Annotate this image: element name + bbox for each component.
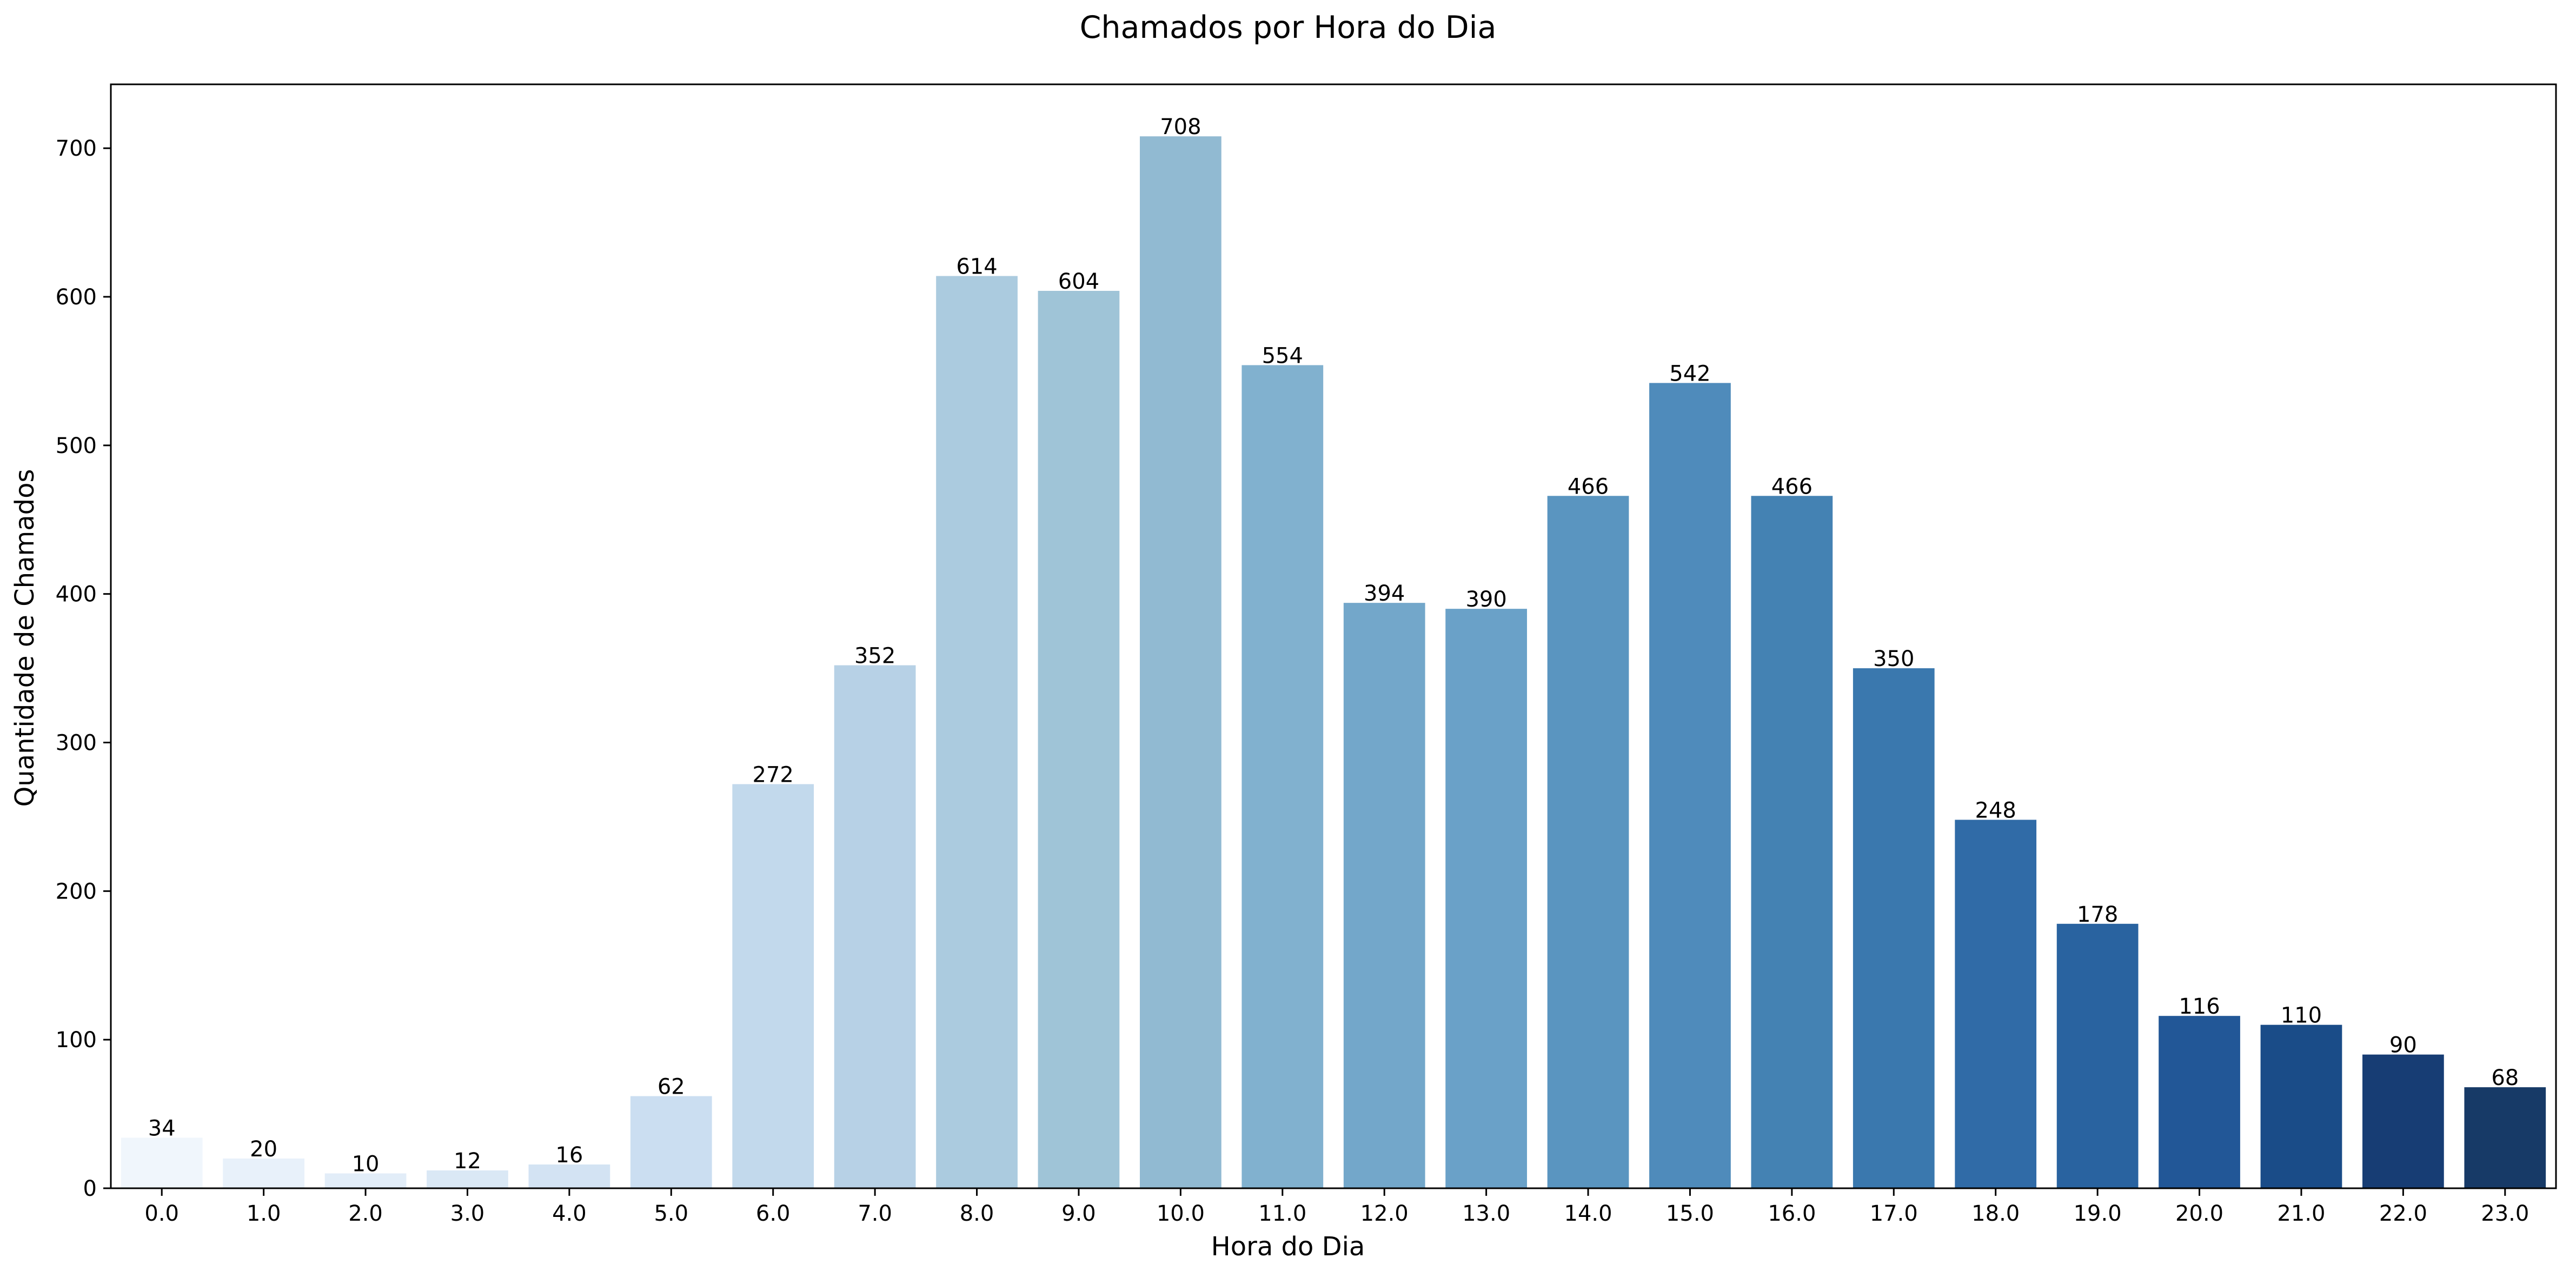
x-tick-label-6.0: 6.0: [756, 1201, 791, 1226]
bar-4.0: [528, 1164, 610, 1188]
data-label-12.0: 394: [1364, 581, 1405, 606]
bar-11.0: [1241, 365, 1324, 1188]
bar-10.0: [1140, 136, 1221, 1188]
bar-2.0: [324, 1173, 407, 1188]
y-tick-label-400: 400: [56, 582, 97, 607]
data-label-8.0: 614: [956, 255, 997, 279]
data-label-22.0: 90: [2389, 1033, 2417, 1058]
x-tick-label-22.0: 22.0: [2379, 1201, 2427, 1226]
data-label-17.0: 350: [1873, 647, 1914, 671]
x-tick-label-18.0: 18.0: [1971, 1201, 2020, 1226]
bar-22.0: [2362, 1054, 2444, 1188]
plot-frame: [110, 83, 2557, 1189]
data-label-0.0: 34: [148, 1116, 176, 1141]
data-label-15.0: 542: [1669, 361, 1710, 386]
bar-6.0: [732, 784, 814, 1188]
bar-20.0: [2159, 1016, 2240, 1188]
y-axis-label: Quantidade de Chamados: [10, 469, 40, 807]
bars-layer: [121, 136, 2546, 1189]
x-tick-label-14.0: 14.0: [1564, 1201, 1612, 1226]
bar-15.0: [1649, 383, 1731, 1188]
x-tick-label-1.0: 1.0: [247, 1201, 281, 1226]
data-label-4.0: 16: [555, 1143, 583, 1168]
x-tick-label-2.0: 2.0: [348, 1201, 383, 1226]
x-tick-label-3.0: 3.0: [450, 1201, 485, 1226]
bar-18.0: [1955, 820, 2037, 1188]
data-label-21.0: 110: [2281, 1003, 2322, 1028]
data-label-6.0: 272: [753, 762, 794, 787]
x-tick-label-8.0: 8.0: [960, 1201, 994, 1226]
x-tick-label-11.0: 11.0: [1258, 1201, 1306, 1226]
x-tick-label-7.0: 7.0: [858, 1201, 892, 1226]
x-tick-label-0.0: 0.0: [144, 1201, 179, 1226]
data-label-23.0: 68: [2491, 1066, 2519, 1090]
x-axis: 0.0 1.0 2.0 3.0 4.0 5.0 6.0 7.0 8.0 9.0 10.0 11.0 12…: [144, 1188, 2529, 1226]
bar-7.0: [834, 665, 916, 1188]
bar-23.0: [2464, 1087, 2546, 1188]
data-label-9.0: 604: [1058, 269, 1099, 294]
y-tick-label-700: 700: [56, 136, 97, 161]
data-labels-layer: 34 20 10 12 16 62 272 352 614 604 708 554 394 390 466 5…: [148, 115, 2519, 1176]
bar-1.0: [223, 1159, 304, 1188]
x-tick-label-9.0: 9.0: [1061, 1201, 1096, 1226]
y-tick-label-100: 100: [56, 1028, 97, 1053]
chart-title: Chamados por Hora do Dia: [1080, 10, 1497, 45]
x-tick-label-10.0: 10.0: [1157, 1201, 1205, 1226]
bar-8.0: [936, 276, 1018, 1189]
data-label-13.0: 390: [1465, 587, 1506, 612]
bar-12.0: [1343, 603, 1425, 1188]
bar-19.0: [2056, 923, 2139, 1188]
y-tick-label-500: 500: [56, 434, 97, 458]
data-label-19.0: 178: [2077, 902, 2118, 927]
x-tick-label-16.0: 16.0: [1768, 1201, 1816, 1226]
x-tick-label-21.0: 21.0: [2277, 1201, 2325, 1226]
data-label-18.0: 248: [1975, 798, 2016, 823]
x-tick-label-13.0: 13.0: [1462, 1201, 1510, 1226]
data-label-11.0: 554: [1262, 343, 1303, 368]
bar-21.0: [2260, 1024, 2342, 1188]
bar-14.0: [1547, 496, 1629, 1189]
x-tick-label-23.0: 23.0: [2481, 1201, 2529, 1226]
y-axis: 0 100 200 300 400 500 600 700: [56, 136, 111, 1201]
x-tick-label-5.0: 5.0: [654, 1201, 688, 1226]
data-label-16.0: 466: [1771, 474, 1813, 499]
x-tick-label-12.0: 12.0: [1360, 1201, 1409, 1226]
x-tick-label-15.0: 15.0: [1666, 1201, 1714, 1226]
bar-9.0: [1038, 291, 1120, 1189]
data-label-2.0: 10: [352, 1152, 380, 1177]
bar-3.0: [427, 1170, 508, 1188]
x-tick-label-20.0: 20.0: [2175, 1201, 2223, 1226]
x-axis-label: Hora do Dia: [1211, 1232, 1365, 1262]
y-tick-label-300: 300: [56, 731, 97, 756]
data-label-3.0: 12: [454, 1149, 481, 1174]
data-label-7.0: 352: [854, 644, 895, 669]
x-tick-label-17.0: 17.0: [1870, 1201, 1918, 1226]
bar-5.0: [630, 1096, 712, 1188]
y-tick-label-600: 600: [56, 285, 97, 310]
bar-16.0: [1751, 496, 1833, 1189]
y-tick-label-200: 200: [56, 879, 97, 904]
y-tick-label-0: 0: [83, 1176, 97, 1201]
bar-0.0: [121, 1137, 203, 1188]
x-tick-label-4.0: 4.0: [552, 1201, 587, 1226]
data-label-1.0: 20: [250, 1137, 277, 1162]
bar-17.0: [1853, 668, 1935, 1188]
data-label-20.0: 116: [2179, 994, 2220, 1019]
data-label-5.0: 62: [658, 1075, 685, 1100]
data-label-10.0: 708: [1160, 115, 1201, 139]
data-label-14.0: 466: [1568, 474, 1609, 499]
x-tick-label-19.0: 19.0: [2074, 1201, 2122, 1226]
bar-13.0: [1445, 609, 1527, 1188]
